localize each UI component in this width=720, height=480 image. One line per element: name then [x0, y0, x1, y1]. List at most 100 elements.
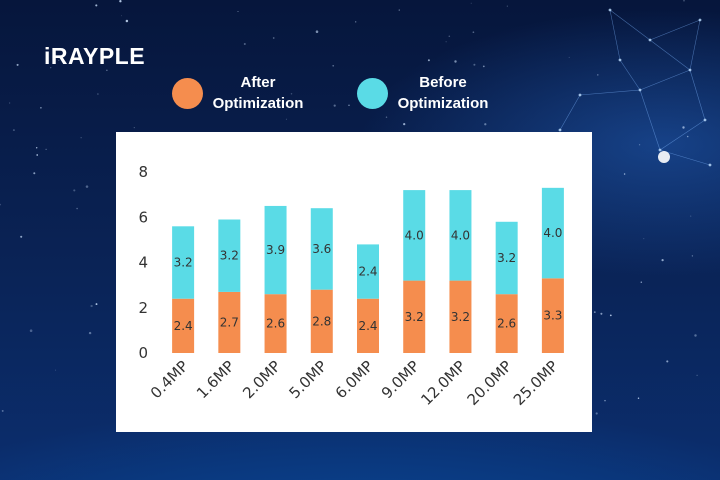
star	[568, 56, 570, 58]
star	[55, 369, 57, 371]
star	[120, 15, 122, 17]
data-label-before: 3.6	[312, 242, 331, 256]
star	[595, 412, 598, 415]
star	[640, 281, 643, 283]
x-category-label: 20.0MP	[464, 357, 516, 409]
x-category-label: 2.0MP	[239, 357, 284, 402]
star	[355, 21, 357, 23]
network-line	[619, 59, 641, 91]
star	[473, 63, 476, 66]
x-category-label: 12.0MP	[417, 357, 469, 409]
star	[35, 147, 38, 149]
star	[661, 258, 664, 262]
star	[73, 189, 76, 192]
star	[119, 0, 122, 3]
star	[106, 69, 108, 71]
star	[36, 154, 39, 156]
x-category-label: 6.0MP	[332, 357, 377, 402]
data-label-before: 2.4	[358, 265, 377, 279]
star	[243, 42, 246, 46]
star	[604, 399, 606, 402]
data-label-after: 2.6	[497, 317, 516, 331]
star	[643, 238, 645, 240]
network-line	[649, 19, 701, 41]
star	[348, 104, 350, 107]
data-label-after: 2.4	[358, 319, 377, 333]
network-node	[638, 88, 642, 92]
star	[76, 207, 78, 210]
star	[12, 129, 15, 132]
x-category-label: 0.4MP	[147, 357, 192, 402]
star	[50, 67, 52, 69]
star	[609, 314, 612, 317]
data-label-after: 2.8	[312, 314, 331, 328]
data-label-after: 2.7	[220, 315, 239, 329]
star	[1, 409, 4, 412]
legend-swatch-after	[172, 77, 203, 109]
star	[623, 173, 626, 175]
star	[690, 215, 692, 217]
network-line	[559, 94, 581, 131]
bar-after	[357, 298, 379, 353]
brand-logo: iRAYPLE	[44, 43, 146, 69]
star	[125, 19, 129, 23]
star	[333, 104, 336, 107]
y-tick-label: 8	[138, 163, 148, 181]
star	[133, 127, 135, 129]
network-node	[688, 68, 692, 72]
star	[90, 304, 93, 308]
data-label-after: 2.4	[174, 319, 193, 333]
star	[80, 137, 82, 139]
data-label-after: 3.2	[405, 310, 424, 324]
star	[454, 60, 457, 63]
star	[315, 30, 319, 33]
network-line	[609, 9, 621, 61]
star	[593, 311, 596, 313]
network-node	[703, 118, 707, 122]
y-tick-label: 0	[138, 344, 148, 362]
bar-after	[172, 298, 195, 353]
network-line	[609, 9, 651, 41]
star	[40, 106, 42, 109]
bar-before	[403, 190, 426, 281]
x-category-label: 25.0MP	[510, 357, 562, 409]
star	[638, 144, 641, 146]
data-label-before: 3.2	[220, 249, 239, 263]
legend-item-before: Before Optimization	[357, 72, 498, 114]
star	[29, 329, 33, 332]
star	[600, 312, 603, 315]
legend-swatch-before	[357, 77, 388, 109]
star	[403, 122, 406, 126]
network-node	[648, 38, 652, 42]
network-node	[708, 163, 712, 167]
bar-before	[172, 226, 195, 299]
star	[683, 0, 685, 2]
data-label-after: 3.3	[543, 309, 562, 323]
network-line	[639, 89, 661, 151]
x-category-label: 9.0MP	[378, 357, 423, 402]
star	[278, 104, 281, 106]
network-line	[579, 89, 641, 96]
data-label-after: 3.2	[451, 310, 470, 324]
star	[686, 135, 689, 138]
star	[696, 374, 698, 376]
star	[95, 4, 98, 7]
bar-after	[541, 278, 564, 353]
bar-after	[310, 289, 333, 353]
bar-after	[403, 280, 426, 353]
star	[272, 37, 275, 39]
y-tick-label: 2	[138, 299, 148, 317]
x-category-label: 1.6MP	[193, 357, 238, 402]
bright-star	[658, 151, 670, 163]
star	[332, 64, 335, 67]
star	[506, 5, 508, 7]
bar-before	[310, 208, 333, 290]
bar-before	[357, 244, 379, 299]
stacked-bar-chart: 0 2 4 6 8 2.4 3.2 0.4MP 2.7 3.2 1.6MP 2.6 3.9 2.0MP 2.…	[138, 163, 564, 409]
star	[694, 334, 697, 337]
star	[290, 93, 293, 95]
network-node	[698, 18, 702, 22]
star	[0, 203, 1, 206]
data-label-before: 4.0	[451, 228, 470, 242]
star	[258, 104, 261, 106]
